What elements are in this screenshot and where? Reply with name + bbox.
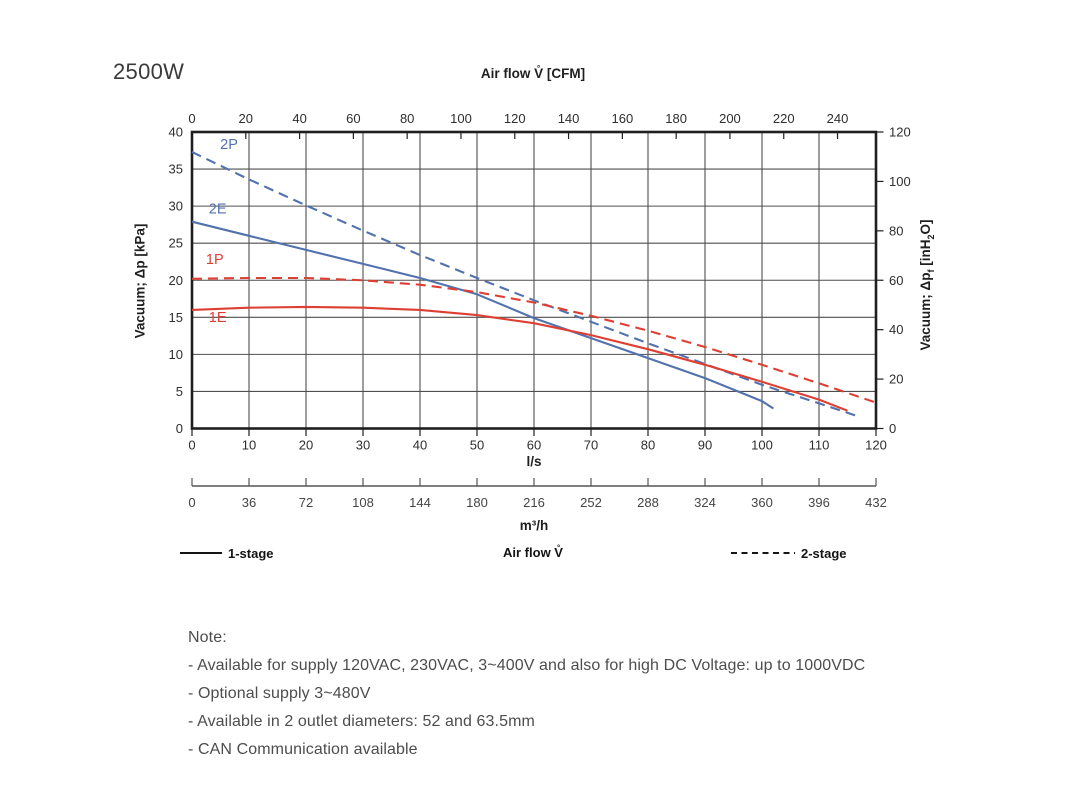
right-axis-ticks: 0 20 40 60 80 100 120 <box>876 125 911 436</box>
page-title: 2500W <box>113 59 185 84</box>
svg-text:108: 108 <box>352 495 374 510</box>
svg-text:50: 50 <box>470 438 484 453</box>
svg-text:120: 120 <box>889 125 911 140</box>
secondary-axis: 0 36 72 108 144 180 216 252 288 324 360 396 432 <box>188 478 887 510</box>
svg-text:200: 200 <box>719 111 741 126</box>
svg-text:40: 40 <box>413 438 427 453</box>
top-axis-ticks: 0 20 40 60 80 100 120 140 160 180 200 220 240 <box>188 111 848 139</box>
curve-label-1P: 1P <box>206 252 224 268</box>
svg-text:100: 100 <box>450 111 472 126</box>
left-axis-title: Vacuum; Δp [kPa] <box>132 223 148 339</box>
svg-text:80: 80 <box>400 111 414 126</box>
svg-text:30: 30 <box>169 199 183 214</box>
svg-text:70: 70 <box>584 438 598 453</box>
svg-text:10: 10 <box>169 347 183 362</box>
svg-text:80: 80 <box>641 438 655 453</box>
chart-grid <box>192 132 876 429</box>
curve-2E <box>191 220 774 410</box>
note-line: - Available for supply 120VAC, 230VAC, 3… <box>188 657 866 674</box>
svg-text:252: 252 <box>580 495 602 510</box>
curve-label-1E: 1E <box>209 310 227 326</box>
svg-text:0: 0 <box>889 421 896 436</box>
svg-text:15: 15 <box>169 310 183 325</box>
svg-text:144: 144 <box>409 495 431 510</box>
note-block: Note: - Available for supply 120VAC, 230… <box>188 624 928 764</box>
svg-text:140: 140 <box>558 111 580 126</box>
left-axis-ticks: 0 5 10 15 20 25 30 35 40 <box>169 125 183 437</box>
curve-label-2P: 2P <box>220 137 238 153</box>
legend-2-stage-label: 2-stage <box>801 546 847 561</box>
svg-text:216: 216 <box>523 495 545 510</box>
note-line: - Optional supply 3~480V <box>188 685 371 702</box>
svg-text:72: 72 <box>299 495 313 510</box>
svg-text:35: 35 <box>169 162 183 177</box>
svg-text:0: 0 <box>188 111 195 126</box>
top-axis-title: Air flow V̊ [CFM] <box>480 66 586 81</box>
svg-text:25: 25 <box>169 236 183 251</box>
svg-text:180: 180 <box>665 111 687 126</box>
svg-text:288: 288 <box>637 495 659 510</box>
svg-text:20: 20 <box>239 111 253 126</box>
note-line: - CAN Communication available <box>188 741 418 758</box>
svg-text:360: 360 <box>751 495 773 510</box>
svg-text:30: 30 <box>356 438 370 453</box>
svg-text:220: 220 <box>773 111 795 126</box>
right-axis-title: Vacuum; Δpf [inH2O] <box>918 220 936 351</box>
note-heading: Note: <box>188 629 227 646</box>
svg-text:324: 324 <box>694 495 716 510</box>
bottom-axis-ticks: 0 10 20 30 40 50 60 70 80 90 100 110 120 <box>188 428 887 453</box>
svg-text:40: 40 <box>889 322 903 337</box>
svg-text:60: 60 <box>889 273 903 288</box>
svg-text:40: 40 <box>292 111 306 126</box>
curve-1P <box>191 276 877 404</box>
svg-text:60: 60 <box>346 111 360 126</box>
svg-text:5: 5 <box>176 384 183 399</box>
svg-text:60: 60 <box>527 438 541 453</box>
legend-airflow-label: Air flow V̊ <box>503 545 563 560</box>
svg-text:120: 120 <box>865 438 887 453</box>
svg-text:432: 432 <box>865 495 887 510</box>
svg-text:396: 396 <box>808 495 830 510</box>
svg-text:100: 100 <box>751 438 773 453</box>
svg-text:180: 180 <box>466 495 488 510</box>
svg-text:40: 40 <box>169 125 183 140</box>
svg-text:20: 20 <box>169 273 183 288</box>
svg-text:36: 36 <box>242 495 256 510</box>
svg-text:20: 20 <box>889 372 903 387</box>
legend-1-stage-label: 1-stage <box>228 546 274 561</box>
curve-2P <box>191 151 860 418</box>
svg-text:0: 0 <box>176 421 183 436</box>
curve-1E <box>191 305 848 412</box>
curve-label-2E: 2E <box>209 202 227 218</box>
svg-text:0: 0 <box>188 438 195 453</box>
right-axis-title-text: Vacuum; Δp <box>918 272 934 351</box>
right-axis-title-sub-2: 2 <box>925 234 936 240</box>
svg-text:100: 100 <box>889 174 911 189</box>
svg-text:20: 20 <box>299 438 313 453</box>
right-axis-title-text2: [inH <box>918 239 934 270</box>
svg-text:0: 0 <box>188 495 195 510</box>
svg-text:10: 10 <box>242 438 256 453</box>
svg-text:160: 160 <box>612 111 634 126</box>
svg-text:240: 240 <box>827 111 849 126</box>
note-line: - Available in 2 outlet diameters: 52 an… <box>188 713 535 730</box>
right-axis-title-text3: O] <box>918 219 934 235</box>
right-axis-title-sub-f: f <box>925 269 936 273</box>
svg-text:80: 80 <box>889 223 903 238</box>
svg-text:120: 120 <box>504 111 526 126</box>
svg-text:110: 110 <box>809 438 830 453</box>
secondary-axis-unit-m3h: m³/h <box>519 518 549 533</box>
bottom-axis-unit-ls: l/s <box>526 454 542 469</box>
svg-text:90: 90 <box>698 438 712 453</box>
